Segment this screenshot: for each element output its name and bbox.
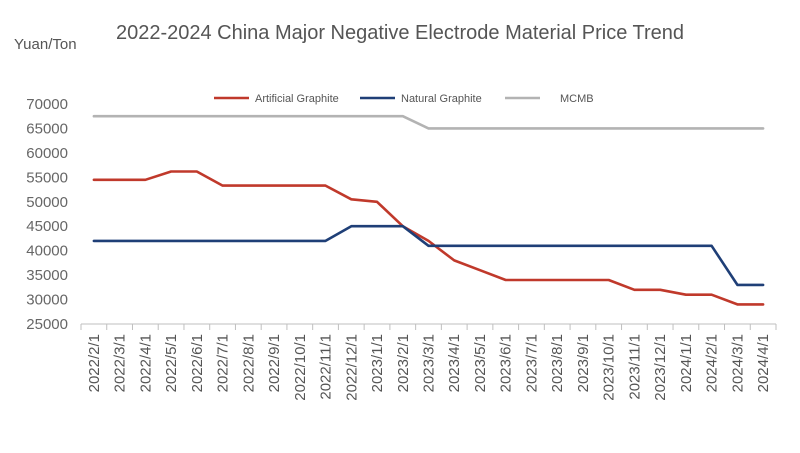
legend: Artificial Graphite Natural Graphite MCMB xyxy=(214,93,594,105)
x-tick-label: 2022/6/1 xyxy=(189,334,206,392)
x-tick-label: 2023/8/1 xyxy=(549,334,566,392)
series-line-artificial-graphite xyxy=(92,170,765,306)
x-tick-label: 2024/1/1 xyxy=(678,334,695,392)
y-tick-label: 65000 xyxy=(26,120,68,137)
y-tick-label: 35000 xyxy=(26,267,68,284)
y-tick-label: 45000 xyxy=(26,218,68,235)
x-tick-label: 2022/9/1 xyxy=(266,334,283,392)
x-tick-label: 2022/4/1 xyxy=(137,334,154,392)
legend-label-mcmb: MCMB xyxy=(560,93,594,105)
x-tick-label: 2024/2/1 xyxy=(704,334,721,392)
x-tick-label: 2022/3/1 xyxy=(112,334,129,392)
y-tick-label: 60000 xyxy=(26,145,68,162)
x-tick-label: 2023/12/1 xyxy=(652,334,669,401)
x-tick-label: 2022/12/1 xyxy=(343,334,360,401)
x-tick-label: 2023/9/1 xyxy=(575,334,592,392)
x-tick-label: 2024/4/1 xyxy=(755,334,772,392)
x-tick-label: 2023/2/1 xyxy=(395,334,412,392)
y-tick-label: 70000 xyxy=(26,96,68,113)
y-tick-label: 25000 xyxy=(26,316,68,333)
y-tick-label: 40000 xyxy=(26,243,68,260)
x-tick-label: 2023/1/1 xyxy=(369,334,386,392)
chart-title: 2022-2024 China Major Negative Electrode… xyxy=(115,22,685,44)
series-lines xyxy=(92,114,765,306)
x-tick-label: 2023/6/1 xyxy=(498,334,515,392)
x-tick-label: 2023/11/1 xyxy=(626,334,643,400)
x-tick-label: 2022/8/1 xyxy=(240,334,257,392)
x-tick-label: 2022/2/1 xyxy=(86,334,103,392)
x-tick-label: 2022/7/1 xyxy=(215,334,232,392)
y-tick-label: 55000 xyxy=(26,169,68,186)
x-tick-label: 2023/3/1 xyxy=(421,334,438,392)
x-tick-label: 2022/5/1 xyxy=(163,334,180,392)
y-axis-ticks: 70000 65000 60000 55000 50000 45000 40000 35000… xyxy=(26,96,68,333)
x-tick-label: 2023/4/1 xyxy=(446,334,463,392)
legend-label-natural-graphite: Natural Graphite xyxy=(401,93,482,105)
x-tick-label: 2024/3/1 xyxy=(729,334,746,392)
x-tick-label: 2023/10/1 xyxy=(601,334,618,401)
y-axis-unit-label: Yuan/Ton xyxy=(14,36,77,53)
series-line-natural-graphite xyxy=(92,224,765,287)
x-axis: 2022/2/1 2022/3/1 2022/4/1 2022/5/1 2022/6/1… xyxy=(80,323,777,401)
x-tick-label: 2022/11/1 xyxy=(318,334,335,400)
y-tick-label: 50000 xyxy=(26,194,68,211)
legend-label-artificial-graphite: Artificial Graphite xyxy=(255,93,339,105)
x-tick-label: 2023/5/1 xyxy=(472,334,489,392)
series-line-mcmb xyxy=(92,114,765,130)
x-tick-label: 2023/7/1 xyxy=(523,334,540,392)
x-tick-label: 2022/10/1 xyxy=(292,334,309,401)
y-tick-label: 30000 xyxy=(26,292,68,309)
